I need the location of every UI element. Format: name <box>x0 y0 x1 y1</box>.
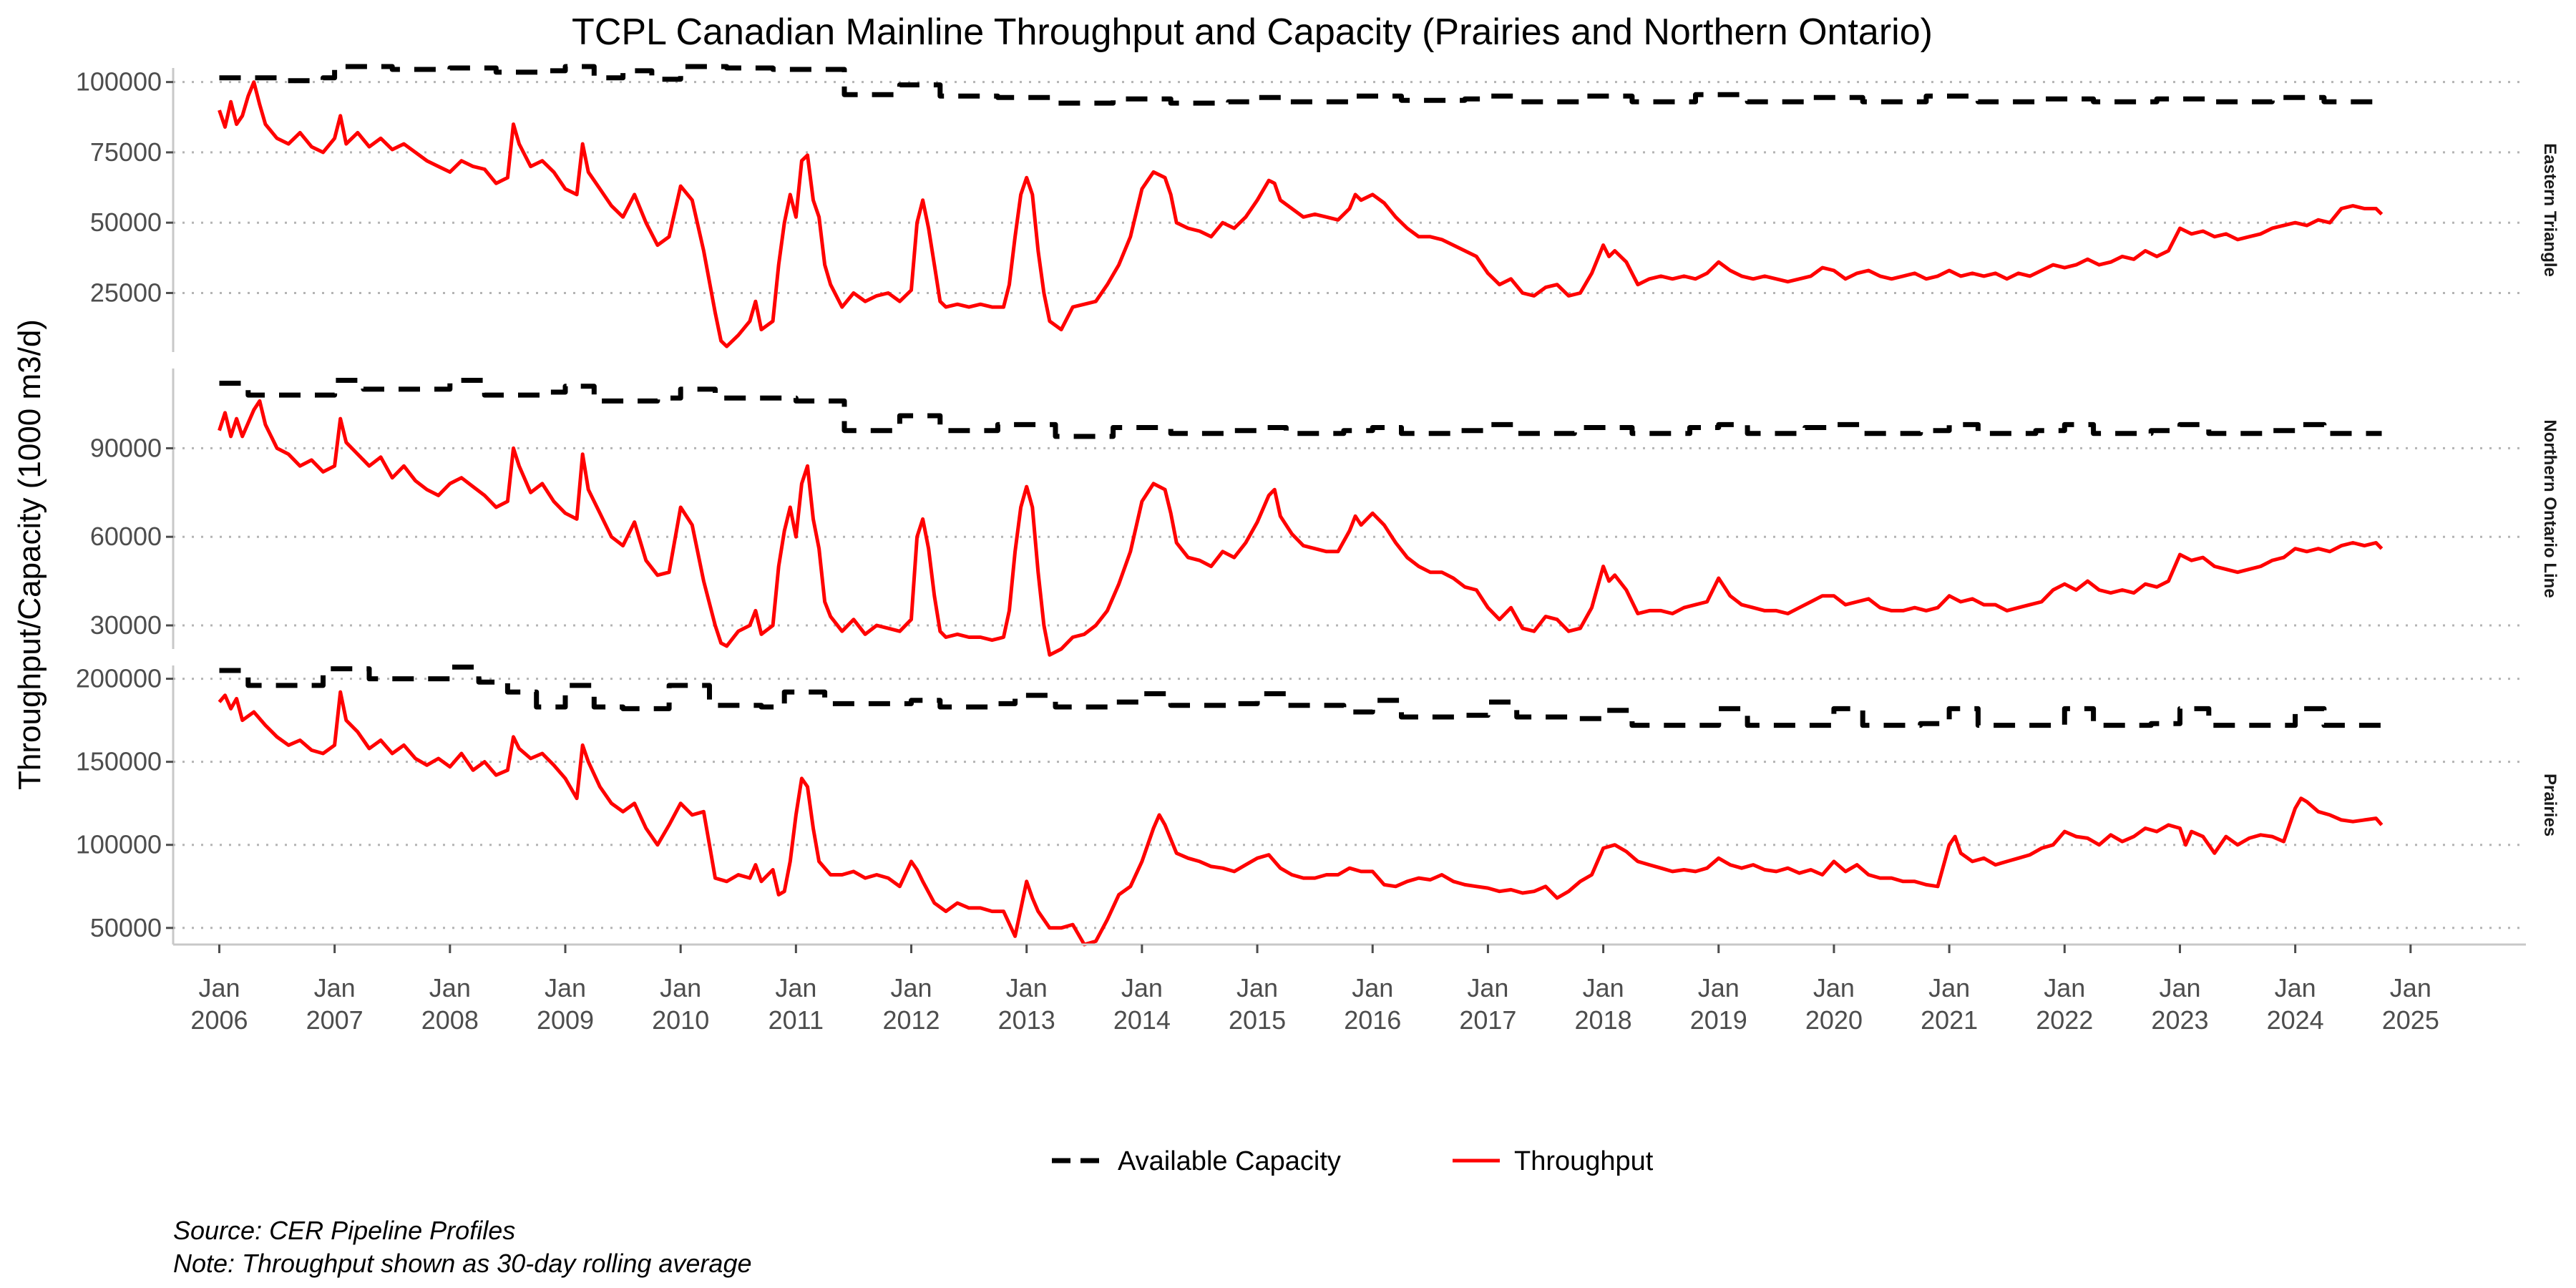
x-tick-label-year: 2015 <box>1229 1005 1286 1035</box>
panel-label-prairies: Prairies <box>2540 774 2560 836</box>
x-tick-label-month: Jan <box>1121 973 1163 1002</box>
x-tick-label-month: Jan <box>1928 973 1970 1002</box>
panel-northern-ontario-line: 30000 60000 90000 Northern Ontario Line <box>90 369 2560 657</box>
y-tick-label: 30000 <box>90 610 162 640</box>
x-tick-label-month: Jan <box>1813 973 1855 1002</box>
panel-eastern-triangle: 25000 50000 75000 100000 Eastern Triangle <box>76 64 2560 352</box>
y-tick-label: 100000 <box>76 67 162 97</box>
legend-item-throughput: Throughput <box>1453 1146 1654 1176</box>
x-tick-label-month: Jan <box>1467 973 1508 1002</box>
x-tick-label-year: 2006 <box>190 1005 248 1035</box>
series-available-capacity-northern-ontario-line <box>219 378 2382 439</box>
x-tick-label-year: 2012 <box>882 1005 940 1035</box>
x-tick-label-year: 2019 <box>1690 1005 1747 1035</box>
y-tick-label: 25000 <box>90 278 162 307</box>
x-tick-label-month: Jan <box>2159 973 2200 1002</box>
panel-label-northern-ontario-line: Northern Ontario Line <box>2540 419 2560 597</box>
x-tick-label-year: 2014 <box>1113 1005 1171 1035</box>
series-throughput-northern-ontario-line <box>218 399 2384 657</box>
x-tick-label-year: 2018 <box>1575 1005 1632 1035</box>
x-tick-label-month: Jan <box>1583 973 1624 1002</box>
x-tick-label-month: Jan <box>2275 973 2316 1002</box>
x-tick-label-year: 2009 <box>537 1005 594 1035</box>
x-tick-label-year: 2020 <box>1805 1005 1863 1035</box>
y-tick-label: 75000 <box>90 137 162 167</box>
x-tick-label-year: 2021 <box>1921 1005 1978 1035</box>
series-throughput-eastern-triangle <box>218 80 2384 348</box>
x-tick-label-month: Jan <box>1698 973 1740 1002</box>
y-tick-label: 50000 <box>90 208 162 237</box>
x-tick-label-year: 2025 <box>2382 1005 2439 1035</box>
chart-title: TCPL Canadian Mainline Throughput and Ca… <box>572 11 1933 53</box>
y-tick-label: 100000 <box>76 830 162 859</box>
x-tick-label-month: Jan <box>1236 973 1278 1002</box>
panels-layer: 25000 50000 75000 100000 Eastern Triangle 300… <box>76 64 2560 947</box>
x-tick-label-year: 2007 <box>306 1005 364 1035</box>
panel-label-eastern-triangle: Eastern Triangle <box>2540 143 2560 277</box>
y-tick-label: 150000 <box>76 747 162 776</box>
x-tick-label-month: Jan <box>545 973 586 1002</box>
x-tick-label-month: Jan <box>429 973 471 1002</box>
x-tick-label-month: Jan <box>2390 973 2431 1002</box>
x-tick-label-month: Jan <box>1352 973 1393 1002</box>
x-tick-label-year: 2022 <box>2036 1005 2093 1035</box>
x-tick-label-year: 2016 <box>1344 1005 1401 1035</box>
x-tick-label-year: 2008 <box>421 1005 479 1035</box>
x-tick-label-month: Jan <box>314 973 356 1002</box>
legend-label-available-capacity: Available Capacity <box>1118 1146 1341 1176</box>
y-axis-label: Throughput/Capacity (1000 m3/d) <box>12 319 47 790</box>
caption-note: Note: Throughput shown as 30-day rolling… <box>173 1249 752 1278</box>
series-throughput-prairies <box>218 690 2384 947</box>
y-tick-label: 50000 <box>90 913 162 942</box>
x-tick-label-year: 2010 <box>652 1005 709 1035</box>
y-tick-label: 90000 <box>90 433 162 462</box>
y-tick-label: 200000 <box>76 664 162 693</box>
x-axis: Jan 2006 Jan 2007 Jan 2008 Jan 2009 Jan 2010 Jan 20… <box>173 943 2526 1035</box>
series-available-capacity-prairies <box>219 664 2382 728</box>
x-tick-label-month: Jan <box>660 973 701 1002</box>
legend-label-throughput: Throughput <box>1514 1146 1654 1176</box>
x-tick-label-month: Jan <box>1006 973 1048 1002</box>
x-tick-label-year: 2013 <box>998 1005 1055 1035</box>
panel-prairies: 50000 100000 150000 200000 Prairies <box>76 664 2560 947</box>
x-tick-label-month: Jan <box>891 973 932 1002</box>
series-available-capacity-eastern-triangle <box>219 64 2382 106</box>
x-tick-label-month: Jan <box>775 973 816 1002</box>
y-tick-label: 60000 <box>90 522 162 551</box>
x-tick-label-year: 2011 <box>769 1005 824 1035</box>
x-tick-label-month: Jan <box>2044 973 2085 1002</box>
legend: Available Capacity Throughput <box>1052 1146 1654 1176</box>
x-tick-label-year: 2023 <box>2151 1005 2208 1035</box>
caption-source: Source: CER Pipeline Profiles <box>173 1216 515 1245</box>
x-tick-label-month: Jan <box>198 973 240 1002</box>
x-tick-label-year: 2017 <box>1459 1005 1516 1035</box>
legend-item-available-capacity: Available Capacity <box>1052 1146 1341 1176</box>
x-tick-label-year: 2024 <box>2267 1005 2324 1035</box>
